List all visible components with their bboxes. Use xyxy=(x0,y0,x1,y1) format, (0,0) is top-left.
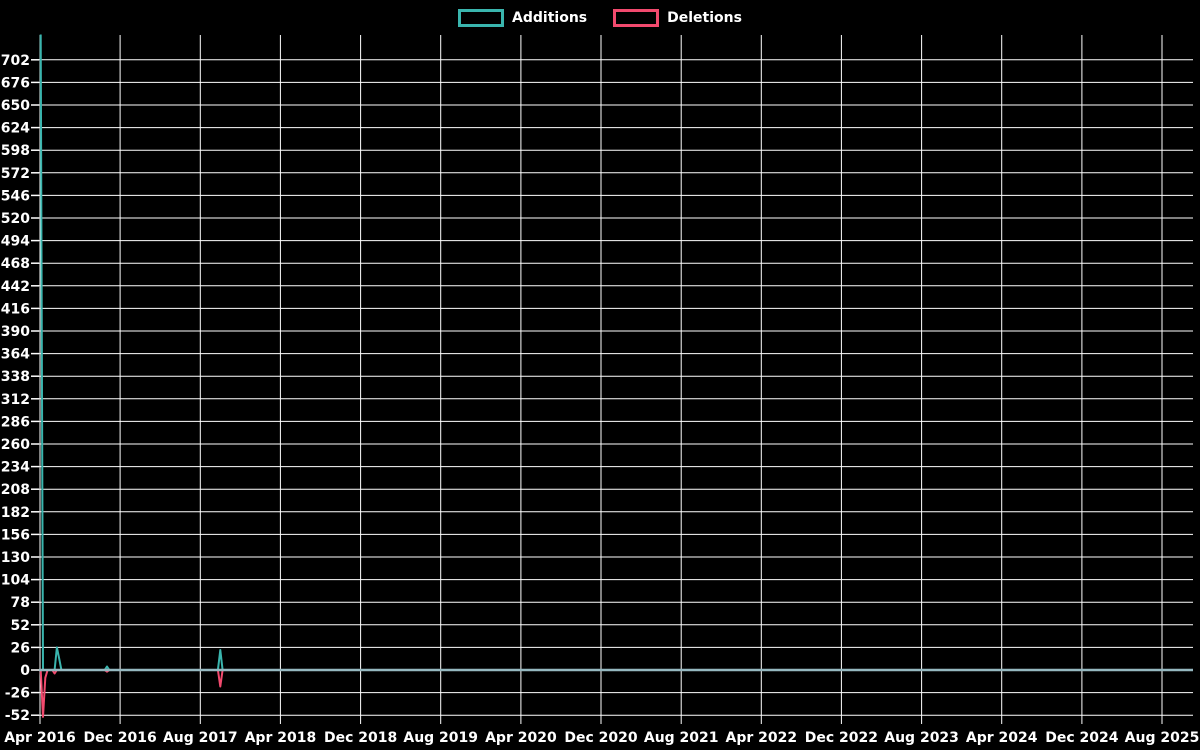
x-axis-tick-label: Dec 2020 xyxy=(564,730,638,746)
y-axis-tick-label: 572 xyxy=(1,166,30,182)
legend-item-deletions: Deletions xyxy=(613,8,742,28)
series-line-additions xyxy=(39,34,1193,671)
y-axis-tick-label: 208 xyxy=(1,482,30,498)
x-axis-tick-label: Dec 2016 xyxy=(83,730,156,746)
y-axis-tick-label: 234 xyxy=(1,460,30,476)
y-axis-tick-label: 676 xyxy=(1,75,30,91)
y-axis-tick-label: 312 xyxy=(1,392,30,408)
y-axis-tick-label: 338 xyxy=(1,369,30,385)
y-axis-tick-label: 364 xyxy=(1,347,30,363)
x-axis-tick-label: Aug 2019 xyxy=(403,730,478,746)
x-axis-tick-label: Aug 2017 xyxy=(163,730,238,746)
x-axis-tick-label: Aug 2023 xyxy=(884,730,959,746)
y-axis-tick-label: 546 xyxy=(1,188,30,204)
y-axis-tick-label: 260 xyxy=(1,437,30,453)
y-axis-tick-label: 624 xyxy=(1,121,30,137)
y-axis-tick-label: 442 xyxy=(1,279,30,295)
legend-label-additions: Additions xyxy=(512,10,588,26)
legend-label-deletions: Deletions xyxy=(667,10,742,26)
x-axis-tick-label: Apr 2022 xyxy=(725,730,797,746)
x-axis-tick-label: Apr 2020 xyxy=(485,730,557,746)
y-axis-tick-label: 650 xyxy=(1,98,30,114)
x-axis-tick-label: Apr 2024 xyxy=(966,730,1038,746)
y-axis-tick-label: 156 xyxy=(1,527,30,543)
x-axis-tick-label: Dec 2022 xyxy=(805,730,878,746)
x-axis-tick-label: Aug 2021 xyxy=(644,730,719,746)
y-axis-tick-label: 104 xyxy=(1,573,30,589)
y-axis-tick-label: 286 xyxy=(1,414,30,430)
y-axis-tick-label: 182 xyxy=(1,505,30,521)
y-axis-tick-label: 598 xyxy=(1,143,30,159)
deletions-swatch-icon xyxy=(613,9,660,27)
y-axis-tick-label: 390 xyxy=(1,324,30,340)
y-axis-tick-label: 702 xyxy=(1,53,30,69)
y-axis-tick-label: 78 xyxy=(11,595,30,611)
x-axis-tick-label: Apr 2018 xyxy=(245,730,317,746)
additions-swatch-icon xyxy=(458,9,505,27)
x-axis-tick-label: Dec 2018 xyxy=(324,730,397,746)
y-axis-tick-label: 416 xyxy=(1,301,30,317)
series-line-deletions xyxy=(39,669,1193,718)
y-axis-tick-label: 130 xyxy=(1,550,30,566)
y-axis-tick-label: 494 xyxy=(1,234,30,250)
y-axis-tick-label: 0 xyxy=(20,663,30,679)
y-axis-tick-label: 52 xyxy=(11,618,30,634)
y-axis-tick-label: 26 xyxy=(11,640,30,656)
chart-legend: Additions Deletions xyxy=(0,8,1200,28)
y-axis-tick-label: 468 xyxy=(1,256,30,272)
x-axis-tick-label: Aug 2025 xyxy=(1125,730,1200,746)
x-axis-tick-label: Dec 2024 xyxy=(1045,730,1119,746)
y-axis-tick-label: -26 xyxy=(5,686,30,702)
x-axis-tick-label: Apr 2016 xyxy=(4,730,76,746)
legend-item-additions: Additions xyxy=(458,8,587,28)
y-axis-tick-label: 520 xyxy=(1,211,30,227)
y-axis-tick-label: -52 xyxy=(5,708,30,724)
